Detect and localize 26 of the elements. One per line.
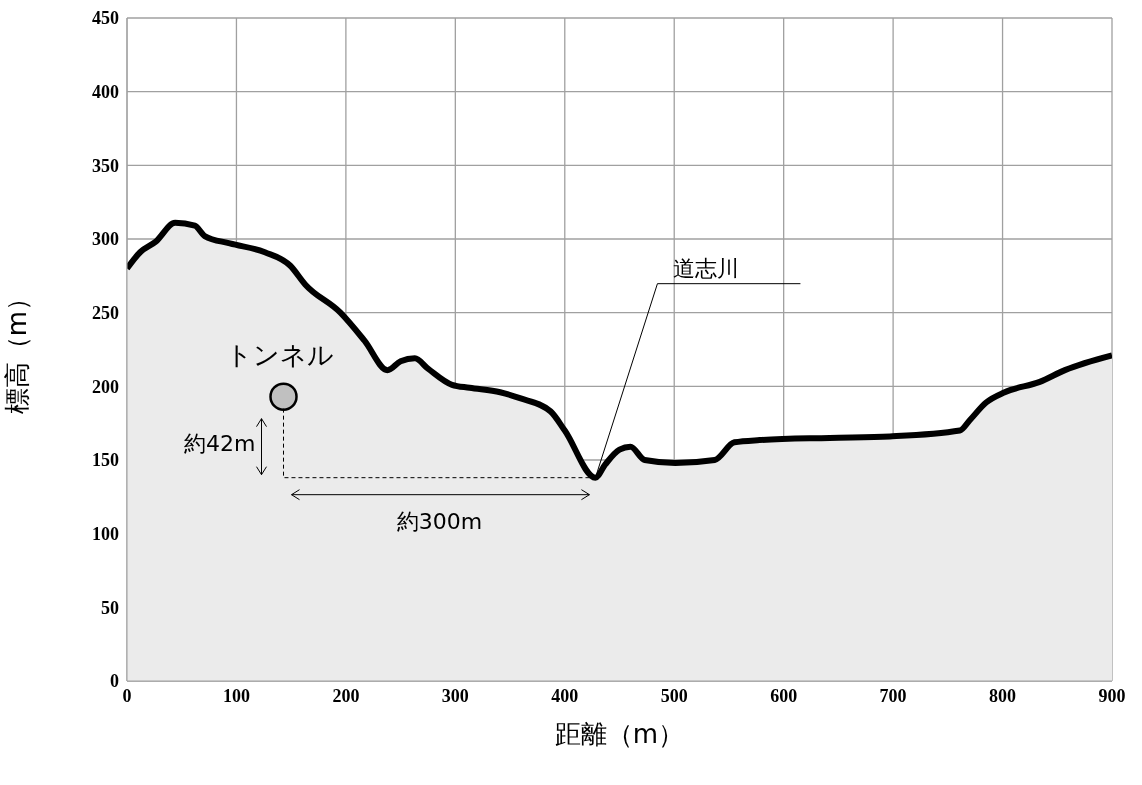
x-tick-label: 400 xyxy=(551,685,579,706)
annotation: 約300m xyxy=(396,508,483,534)
x-tick-label: 200 xyxy=(332,685,360,706)
y-axis-title: 標高（m） xyxy=(2,284,33,415)
y-tick-label: 0 xyxy=(110,671,119,692)
y-tick-label: 200 xyxy=(92,376,119,397)
x-tick-label: 800 xyxy=(989,685,1017,706)
x-tick-label: 600 xyxy=(770,685,798,706)
x-tick-label: 300 xyxy=(441,685,469,706)
y-tick-label: 450 xyxy=(92,8,119,29)
x-tick-label: 500 xyxy=(660,685,688,706)
y-tick-label: 250 xyxy=(92,303,119,324)
annotation: 約42m xyxy=(184,431,256,457)
y-tick-label: 350 xyxy=(92,155,119,176)
y-tick-label: 150 xyxy=(92,450,119,471)
x-tick-label: 100 xyxy=(222,685,250,706)
y-tick-label: 300 xyxy=(92,229,119,250)
x-tick-label: 900 xyxy=(1098,685,1126,706)
y-tick-label: 400 xyxy=(92,82,119,103)
x-axis-title: 距離（m） xyxy=(554,719,685,749)
y-tick-label: 100 xyxy=(92,524,119,545)
series-label: トンネル xyxy=(225,340,334,371)
x-tick-label: 700 xyxy=(879,685,907,706)
y-tick-label: 50 xyxy=(101,597,119,618)
annotation: 道志川 xyxy=(673,255,740,281)
x-tick-label: 0 xyxy=(122,685,132,706)
